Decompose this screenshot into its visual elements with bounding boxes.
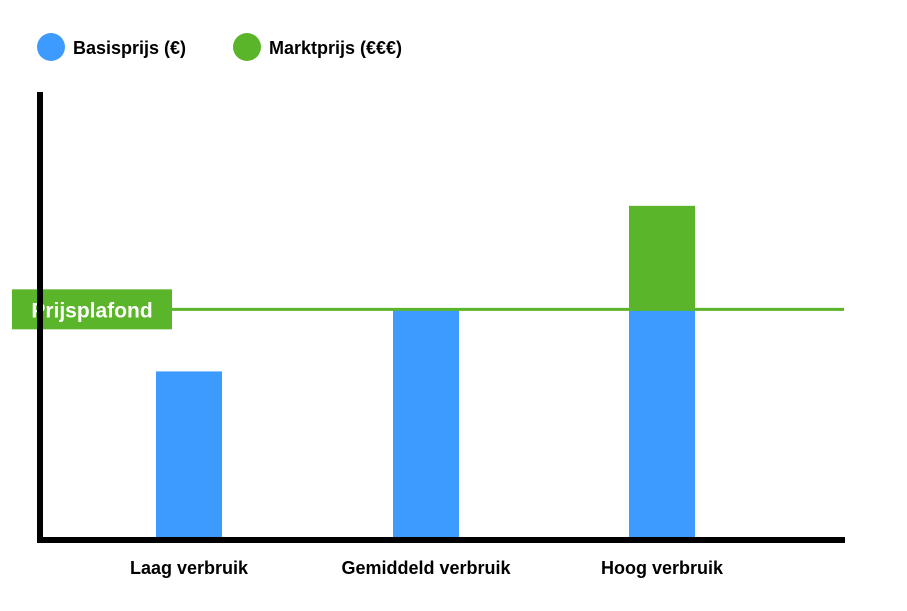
x-tick-label-3: Hoog verbruik (601, 558, 724, 578)
price-cap-label: Prijsplafond (31, 299, 152, 322)
bar-marktprijs-3 (629, 205, 695, 310)
x-tick-label-1: Laag verbruik (130, 558, 249, 578)
legend-marker-basisprijs (37, 33, 65, 61)
legend-marker-marktprijs (233, 33, 261, 61)
x-tick-label-2: Gemiddeld verbruik (341, 558, 511, 578)
legend-label-basisprijs: Basisprijs (€) (73, 38, 186, 58)
bars-group (156, 205, 695, 537)
x-tick-labels: Laag verbruik Gemiddeld verbruik Hoog verb… (130, 558, 724, 578)
bar-basisprijs-2 (393, 309, 459, 537)
bar-basisprijs-3 (629, 309, 695, 537)
legend: Basisprijs (€) Marktprijs (€€€) (37, 33, 402, 61)
bar-basisprijs-1 (156, 371, 222, 537)
price-cap-badge: Prijsplafond (12, 289, 172, 330)
legend-label-marktprijs: Marktprijs (€€€) (269, 38, 402, 58)
